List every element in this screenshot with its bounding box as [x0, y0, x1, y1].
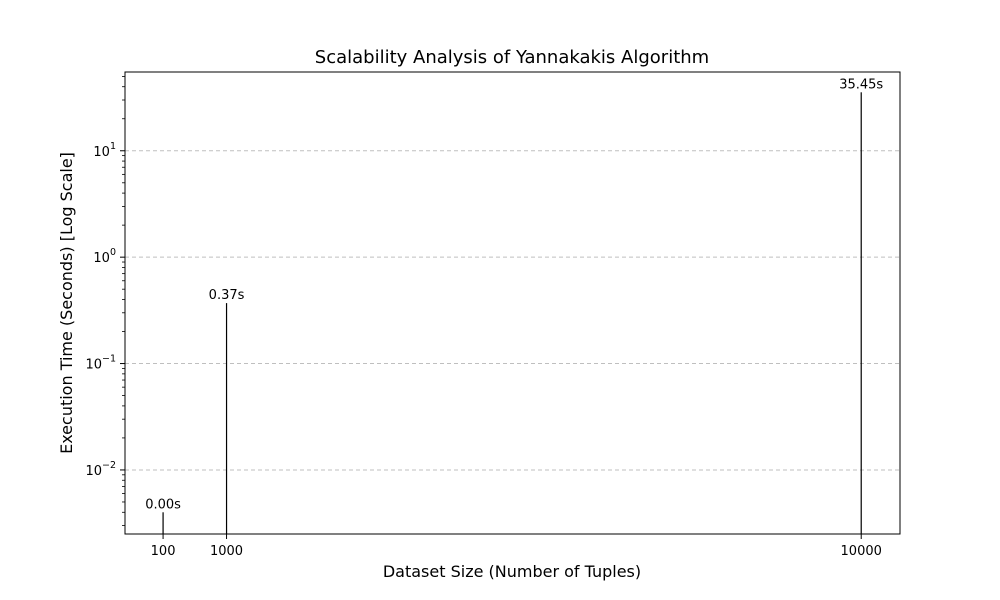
bar [225, 303, 228, 534]
y-tick-label: 100 [93, 247, 116, 266]
x-tick-label: 100 [151, 544, 176, 559]
chart-title: Scalability Analysis of Yannakakis Algor… [315, 47, 709, 68]
bar-value-label: 0.37s [209, 288, 245, 303]
y-tick-label: 10−1 [85, 354, 116, 373]
x-tick-label: 1000 [210, 544, 243, 559]
data-labels: 0.00s 0.37s 35.45s [145, 77, 883, 512]
plot-frame [124, 71, 901, 535]
y-tick-label: 10−2 [85, 460, 116, 479]
bars [162, 92, 862, 534]
x-axis-label: Dataset Size (Number of Tuples) [383, 562, 641, 581]
bar-value-label: 0.00s [145, 497, 181, 512]
bar [162, 512, 164, 534]
x-tick-label: 10000 [841, 544, 882, 559]
y-tick-label: 101 [93, 141, 116, 160]
bar-value-label: 35.45s [839, 77, 883, 92]
axis-ticks: 10−2 10−1 100 101 100 1000 10000 [85, 76, 882, 559]
bar [860, 92, 862, 534]
y-axis-label: Execution Time (Seconds) [Log Scale] [57, 152, 76, 454]
grid-lines [125, 150, 900, 471]
